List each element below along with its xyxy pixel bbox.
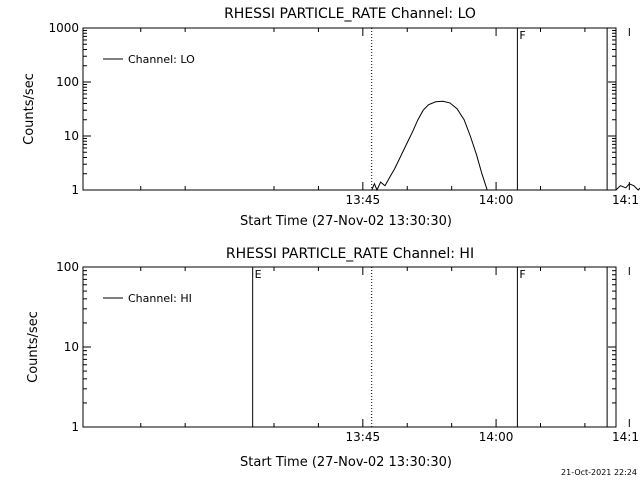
panel-lo-legend-label: Channel: LO	[128, 53, 195, 66]
panel-hi-xlabel: Start Time (27-Nov-02 13:30:30)	[240, 455, 452, 470]
panel-hi-legend-label: Channel: HI	[128, 292, 192, 305]
y-tick-label-lo-1: 10	[64, 129, 79, 143]
event-marker-label-hi-1: F	[519, 268, 525, 281]
y-tick-label-lo-2: 100	[56, 75, 79, 89]
series-line-lo-1	[615, 183, 640, 191]
event-marker-label-hi-0: E	[255, 268, 262, 281]
y-tick-label-hi-1: 10	[64, 340, 79, 354]
panel-lo: RHESSI PARTICLE_RATE Channel: LO 1 10 100 1…	[22, 6, 640, 229]
x-tick-label-hi-0: 13:45	[346, 430, 381, 444]
x-tick-label-hi-2: 14:15	[612, 430, 640, 444]
y-tick-label-hi-2: 100	[56, 260, 79, 274]
footer-timestamp: 21-Oct-2021 22:24	[561, 468, 637, 477]
panel-hi-ylabel: Counts/sec	[26, 311, 41, 383]
y-tick-label-lo-3: 1000	[48, 21, 79, 35]
panel-hi-title: RHESSI PARTICLE_RATE Channel: HI	[226, 246, 474, 262]
panel-hi-frame	[82, 266, 617, 428]
panel-lo-xlabel: Start Time (27-Nov-02 13:30:30)	[240, 214, 452, 229]
panel-lo-marks: 110100100013:4514:0014:1514:3014:4515:00…	[48, 21, 640, 207]
panel-lo-frame	[82, 27, 617, 191]
panel-lo-ylabel: Counts/sec	[22, 73, 37, 145]
event-marker-label-lo-0: F	[519, 29, 525, 42]
x-tick-label-lo-2: 14:15	[612, 193, 640, 207]
x-tick-label-lo-1: 14:00	[479, 193, 514, 207]
y-tick-label-hi-0: 1	[71, 420, 79, 434]
series-line-lo-0	[371, 100, 488, 192]
panel-hi-marks: 11010013:4514:0014:1514:3014:4515:00EFSF…	[56, 260, 640, 444]
x-tick-label-lo-0: 13:45	[346, 193, 381, 207]
y-tick-label-lo-0: 1	[71, 183, 79, 197]
panel-hi: RHESSI PARTICLE_RATE Channel: HI 1 10 100 1…	[26, 246, 640, 470]
x-tick-label-hi-1: 14:00	[479, 430, 514, 444]
panel-lo-title: RHESSI PARTICLE_RATE Channel: LO	[224, 6, 476, 22]
